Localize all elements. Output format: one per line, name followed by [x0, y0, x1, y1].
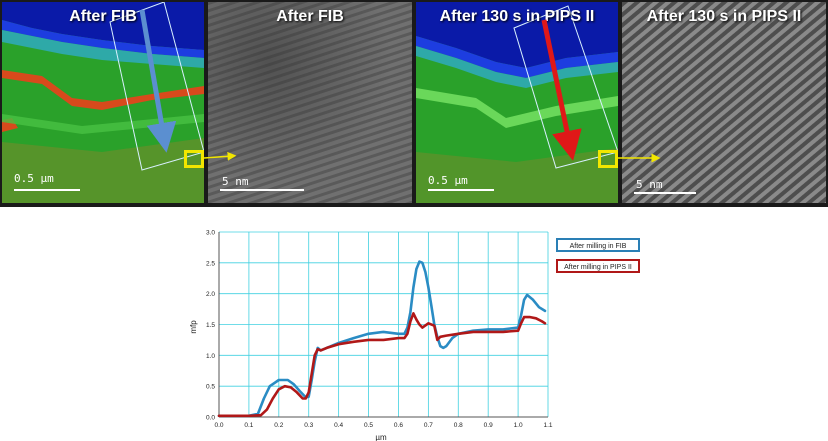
y-tick-label: 0.5	[206, 384, 215, 391]
x-tick-label: 0.3	[304, 422, 313, 429]
eels-map-after-pips: After 130 s in PIPS II 0.5 µm	[416, 2, 618, 203]
region-marker-fib	[184, 150, 204, 168]
y-tick-label: 1.0	[206, 353, 215, 360]
scalebar-line	[634, 192, 696, 194]
scalebar-line	[220, 189, 304, 191]
image-strip: After FIB 0.5 µm After FIB 5 nm	[0, 0, 828, 207]
scalebar-label: 0.5 µm	[14, 172, 54, 185]
y-axis-label: mfp	[189, 320, 198, 334]
x-tick-label: 0.9	[484, 422, 493, 429]
scalebar-label: 0.5 µm	[428, 174, 468, 187]
y-tick-label: 2.5	[206, 260, 215, 267]
eels-map-after-fib: After FIB 0.5 µm	[2, 2, 204, 203]
hrtem-after-fib: After FIB 5 nm	[208, 2, 412, 203]
scalebar-line	[14, 189, 80, 191]
x-tick-label: 0.4	[334, 422, 343, 429]
legend-entry-fib: After milling in FIB	[556, 238, 640, 252]
panel-title: After 130 s in PIPS II	[439, 8, 595, 25]
hrtem-after-pips: After 130 s in PIPS II 5 nm	[622, 2, 826, 203]
region-marker-pips	[598, 150, 618, 168]
x-tick-label: 0.6	[394, 422, 403, 429]
x-tick-label: 1.0	[514, 422, 523, 429]
mfp-line-chart: 0.0 0.1 0.2 0.3 0.4 0.5 0.6 0.7 0.8 0.9 1.0 1.1 0.0 0…	[189, 230, 553, 441]
scalebar-label: 5 nm	[636, 178, 663, 191]
x-tick-label: 0.1	[244, 422, 253, 429]
x-tick-label: 1.1	[543, 422, 552, 429]
y-tick-label: 3.0	[206, 230, 215, 237]
x-tick-label: 0.5	[364, 422, 373, 429]
series-line-fib	[217, 260, 547, 418]
y-tick-label: 0.0	[206, 415, 215, 422]
scalebar-label: 5 nm	[222, 175, 249, 188]
panel-title: After FIB	[69, 8, 137, 25]
chart-axes: 0.0 0.1 0.2 0.3 0.4 0.5 0.6 0.7 0.8 0.9 1.0 1.1 0.0 0…	[206, 230, 553, 430]
x-tick-label: 0.8	[454, 422, 463, 429]
chart-series	[217, 260, 547, 418]
y-tick-label: 1.5	[206, 322, 215, 329]
y-tick-label: 2.0	[206, 291, 215, 298]
scalebar-line	[428, 189, 494, 191]
legend-entry-pips: After milling in PIPS II	[556, 259, 640, 273]
x-axis-label: µm	[375, 433, 387, 441]
x-tick-label: 0.2	[274, 422, 283, 429]
panel-title: After 130 s in PIPS II	[646, 8, 802, 25]
x-tick-label: 0.7	[424, 422, 433, 429]
eels-map-pips-image	[416, 2, 618, 203]
x-tick-label: 0.0	[214, 422, 223, 429]
hrtem-pips-image	[622, 2, 826, 203]
series-line-pips	[217, 312, 547, 418]
hrtem-fib-image	[208, 2, 412, 203]
panel-title: After FIB	[276, 8, 344, 25]
